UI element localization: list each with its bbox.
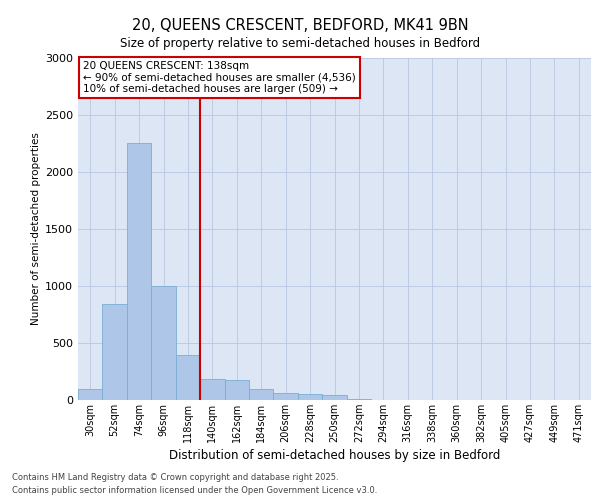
Bar [347,399,371,400]
Bar [103,304,127,400]
Bar [176,356,200,400]
Bar [249,388,274,400]
Bar [298,394,322,400]
Bar [151,286,176,400]
Bar [274,392,298,400]
Text: 20, QUEENS CRESCENT, BEDFORD, MK41 9BN: 20, QUEENS CRESCENT, BEDFORD, MK41 9BN [131,18,469,32]
Text: 20 QUEENS CRESCENT: 138sqm
← 90% of semi-detached houses are smaller (4,536)
10%: 20 QUEENS CRESCENT: 138sqm ← 90% of semi… [83,61,356,94]
Text: Contains public sector information licensed under the Open Government Licence v3: Contains public sector information licen… [12,486,377,495]
Bar [322,396,347,400]
Text: Size of property relative to semi-detached houses in Bedford: Size of property relative to semi-detach… [120,38,480,51]
Bar [200,380,224,400]
Bar [127,143,151,400]
Bar [224,380,249,400]
Bar [78,388,103,400]
X-axis label: Distribution of semi-detached houses by size in Bedford: Distribution of semi-detached houses by … [169,449,500,462]
Y-axis label: Number of semi-detached properties: Number of semi-detached properties [31,132,41,325]
Text: Contains HM Land Registry data © Crown copyright and database right 2025.: Contains HM Land Registry data © Crown c… [12,472,338,482]
